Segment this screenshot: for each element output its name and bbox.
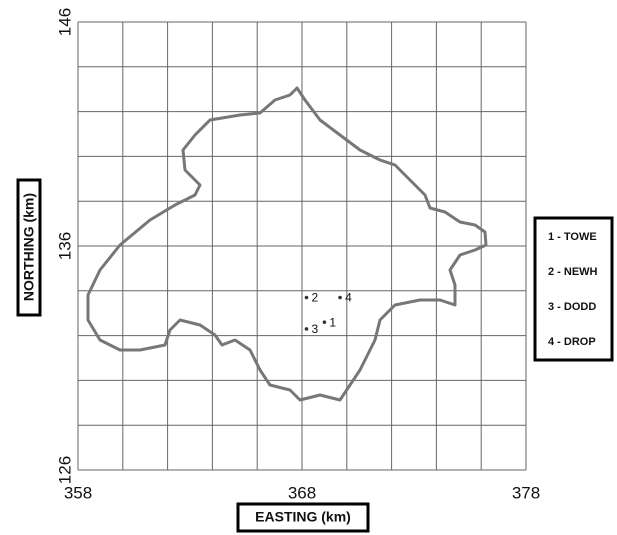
y-tick-label: 136 [55, 232, 74, 260]
legend-entry: 2 - NEWH [548, 266, 598, 278]
x-tick-label: 368 [288, 483, 316, 502]
legend-entry: 4 - DROP [548, 336, 596, 348]
point-label: 1 [329, 315, 336, 329]
x-tick-label: 358 [64, 483, 92, 502]
legend-box [533, 216, 614, 362]
x-tick-label: 378 [512, 483, 540, 502]
x-axis-title: EASTING (km) [255, 509, 351, 525]
y-title-box [16, 178, 42, 317]
site-point [304, 327, 309, 331]
site-point [338, 295, 342, 300]
y-axis-title: NORTHING (km) [21, 193, 37, 301]
point-label: 4 [345, 291, 352, 305]
x-title-box [236, 502, 370, 533]
point-label: 2 [311, 291, 318, 305]
site-point [304, 295, 309, 300]
y-tick-label: 146 [55, 8, 74, 36]
catchment-boundary [86, 86, 488, 402]
y-tick-label: 126 [55, 456, 74, 484]
legend-entry: 3 - DODD [548, 301, 596, 313]
site-point [322, 320, 327, 324]
point-label: 3 [311, 322, 318, 336]
legend-entry: 1 - TOWE [548, 231, 597, 243]
